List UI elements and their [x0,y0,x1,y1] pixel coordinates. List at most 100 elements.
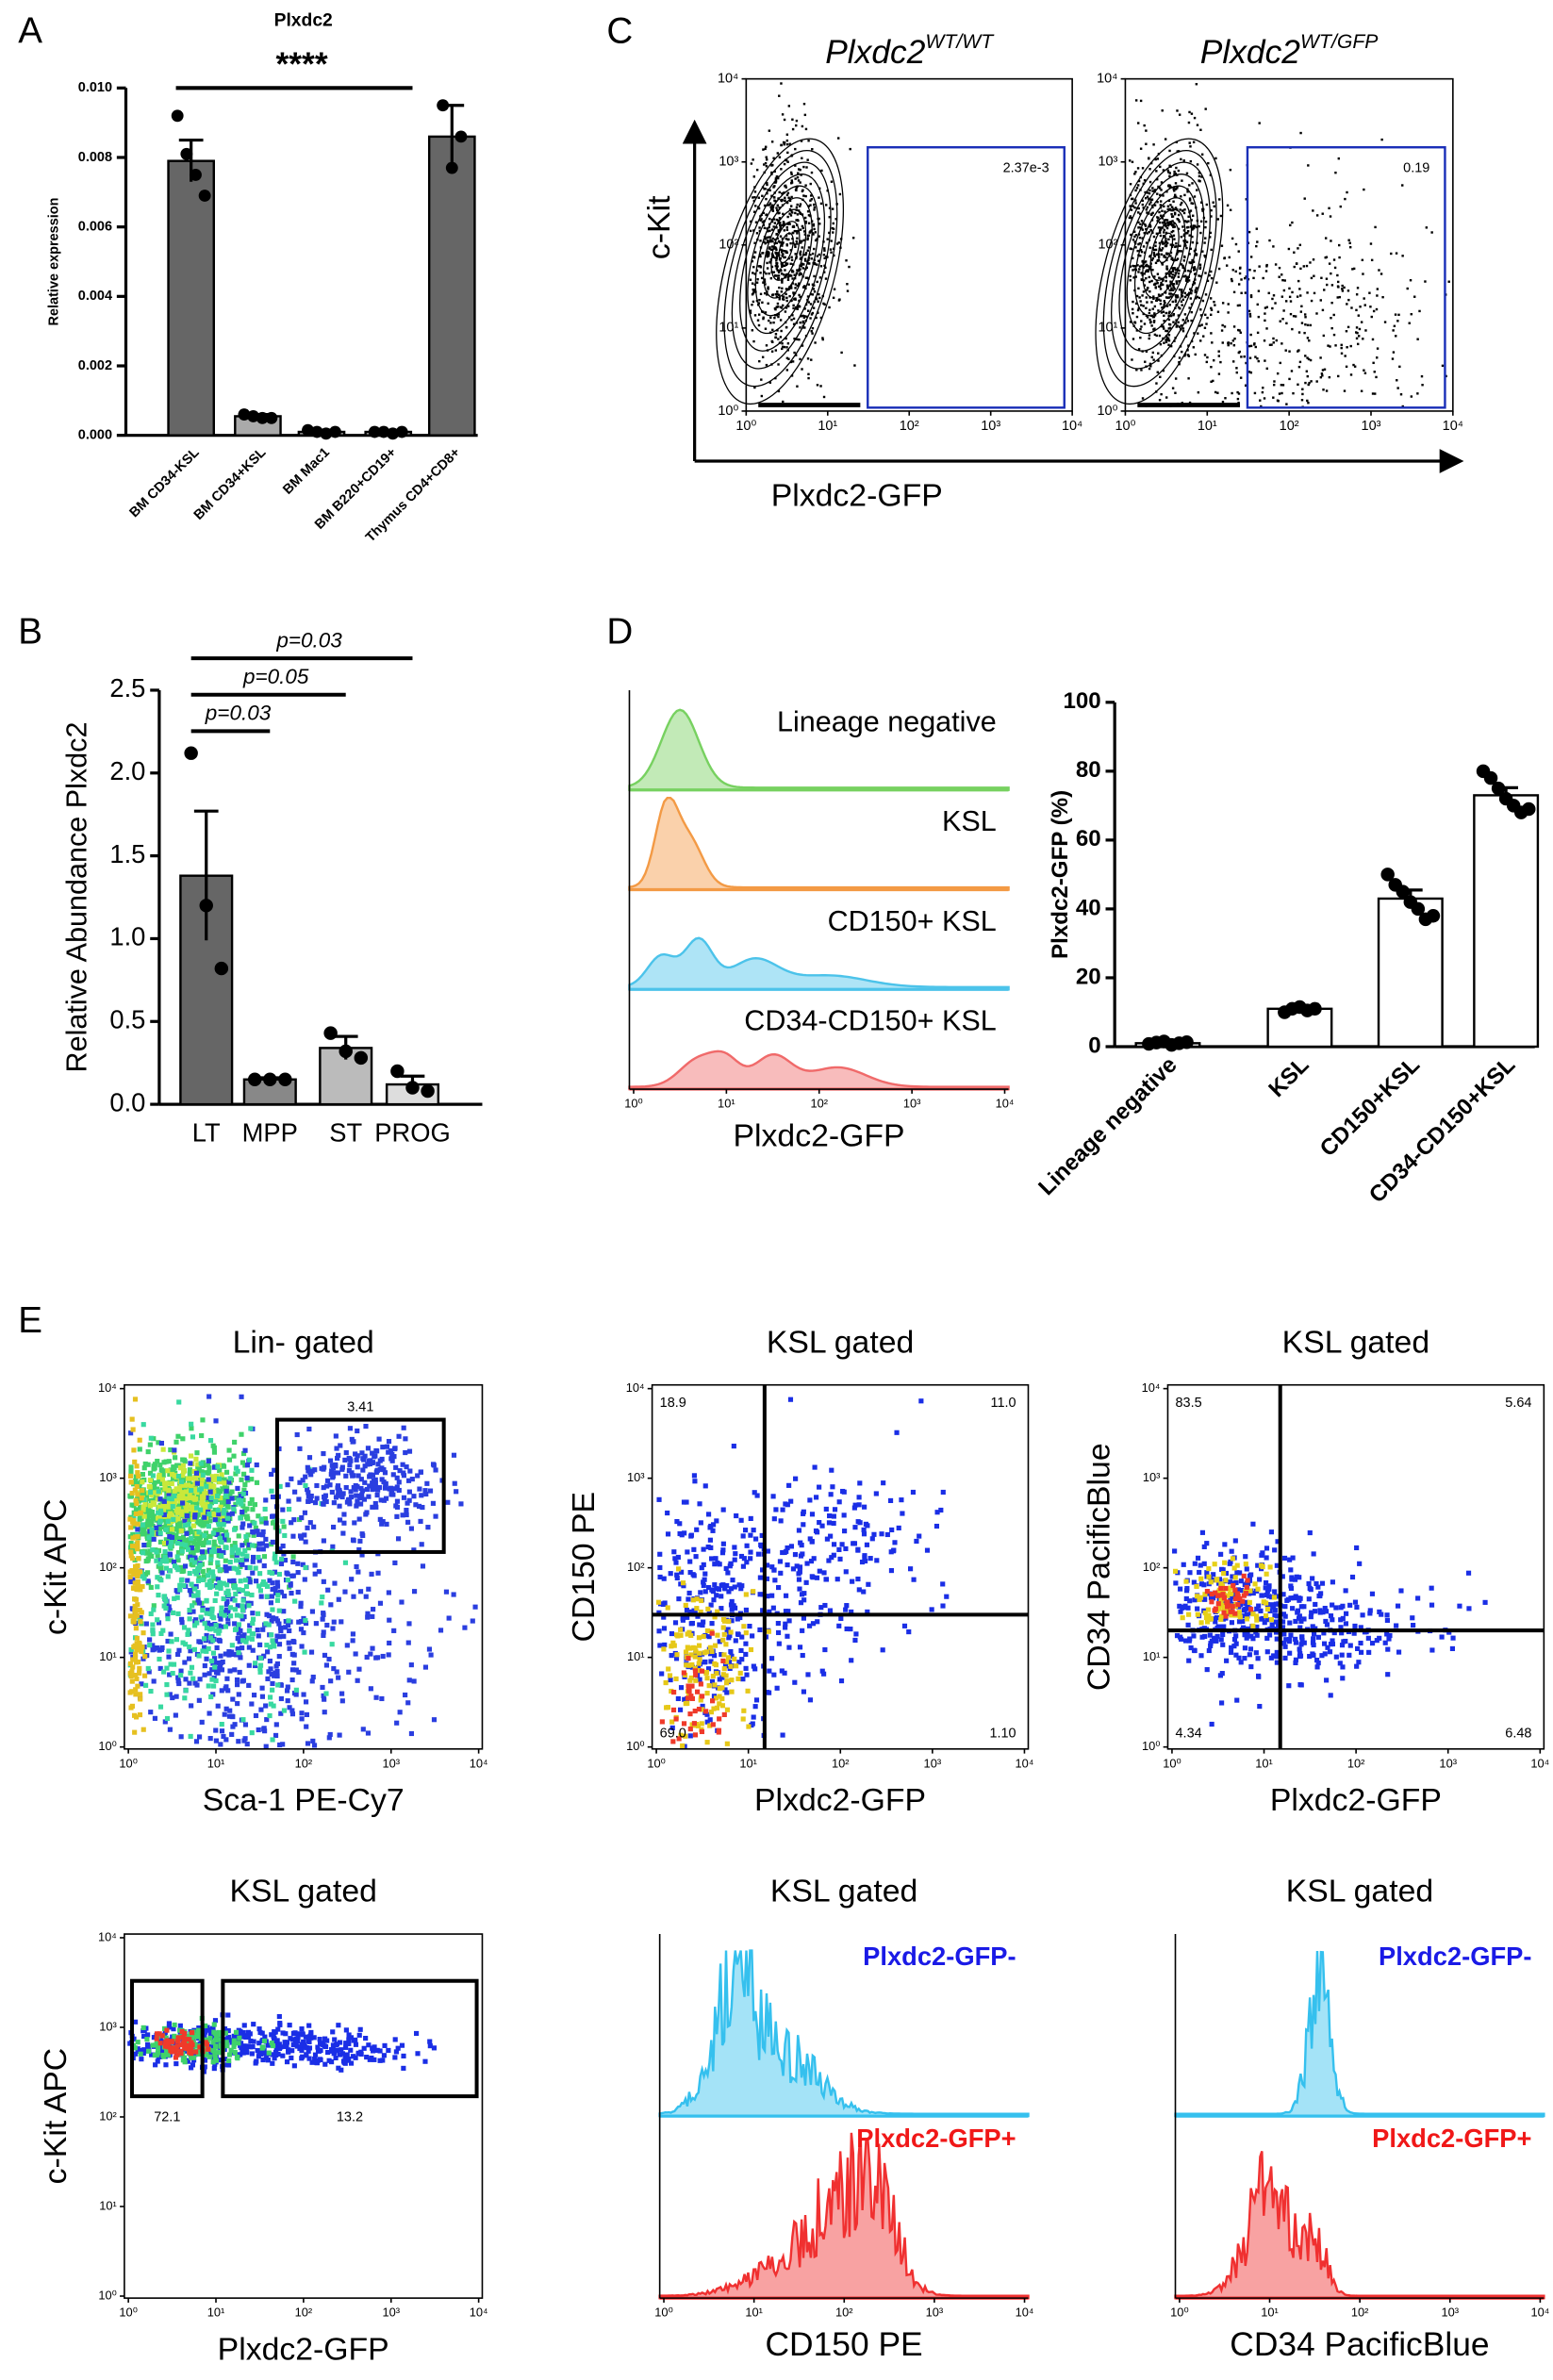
event-dot [157,1656,162,1662]
event-dot [257,1662,264,1668]
event-dot [1174,391,1177,394]
event-dot [1290,370,1294,372]
event-dot [1319,356,1322,359]
event-dot [865,1609,870,1614]
event-dot [1159,226,1162,229]
event-dot [680,1617,686,1623]
event-dot [257,1571,263,1577]
event-dot [1158,276,1161,279]
event-dot [128,1647,134,1653]
event-dot [140,1583,145,1590]
event-dot [358,1485,364,1492]
data-point [265,411,278,424]
event-dot [1145,263,1148,267]
event-dot [685,1549,690,1555]
event-dot [804,252,808,255]
event-dot [1165,329,1169,333]
event-dot [392,1560,398,1566]
event-dot [180,1457,186,1463]
event-dot [1254,345,1257,349]
event-dot [1170,230,1173,234]
event-dot [856,1502,862,1508]
event-dot [1153,283,1157,286]
event-dot [1183,270,1187,273]
event-dot [1188,184,1191,187]
event-dot [725,1570,731,1576]
event-dot [1141,203,1145,207]
event-dot [1163,304,1165,306]
event-dot [1282,289,1286,292]
event-dot [167,1692,173,1697]
event-dot [1297,331,1301,334]
event-dot [1321,308,1325,312]
event-dot [133,1626,139,1631]
event-dot [1193,250,1197,253]
event-dot [1360,389,1363,392]
event-dot [226,1479,232,1485]
event-dot [163,1605,169,1611]
event-dot [809,303,813,306]
event-dot [206,1567,211,1573]
event-dot [403,1692,408,1698]
data-point [320,427,333,440]
event-dot [1210,308,1214,311]
event-dot [732,1584,737,1590]
event-dot [801,314,804,318]
y-tick-label: 10⁴ [98,1380,117,1395]
event-dot [776,237,779,240]
event-dot [1355,326,1359,329]
event-dot [1401,255,1404,257]
event-dot [785,1633,790,1639]
event-dot [347,1457,353,1463]
event-dot [783,273,785,276]
event-dot [762,281,765,284]
event-dot [801,321,804,324]
event-dot [1358,327,1362,331]
event-dot [1330,272,1332,275]
event-dot [1346,325,1350,329]
event-dot [1145,269,1148,272]
event-dot [1190,112,1194,115]
event-dot [1383,321,1387,323]
event-dot [772,271,776,273]
event-dot [266,1669,272,1675]
event-dot [752,210,756,213]
event-dot [201,1519,207,1525]
event-dot [1174,272,1177,274]
event-dot [223,1558,228,1563]
event-dot [1394,313,1397,316]
event-dot [134,1500,140,1507]
event-dot [1284,349,1287,352]
event-dot [238,1515,243,1521]
event-dot [689,1664,696,1670]
event-dot [1154,244,1157,248]
event-dot [1188,253,1191,256]
event-dot [186,1518,192,1524]
event-dot [163,1459,169,1464]
event-dot [1142,290,1146,293]
event-dot [1320,372,1324,375]
event-dot [216,1637,222,1643]
event-dot [272,1569,278,1575]
y-tick-label: 0.006 [78,219,112,234]
significance-label: **** [276,46,328,83]
contour-line [1142,208,1186,299]
event-dot [786,191,790,194]
event-dot [134,1463,140,1469]
event-dot [761,301,764,305]
event-dot [1150,355,1153,359]
event-dot [311,1743,318,1748]
event-dot [832,227,835,231]
y-tick-label: 0.010 [78,80,112,95]
event-dot [785,133,789,136]
event-dot [331,1619,337,1625]
event-dot [174,1540,180,1546]
event-dot [1143,279,1146,282]
event-dot [802,230,806,233]
event-dot [194,1450,200,1456]
y-tick-label: 0.008 [78,150,112,165]
event-dot [214,1487,220,1493]
event-dot [782,241,785,244]
event-dot [1205,203,1209,207]
event-dot [370,1450,375,1456]
